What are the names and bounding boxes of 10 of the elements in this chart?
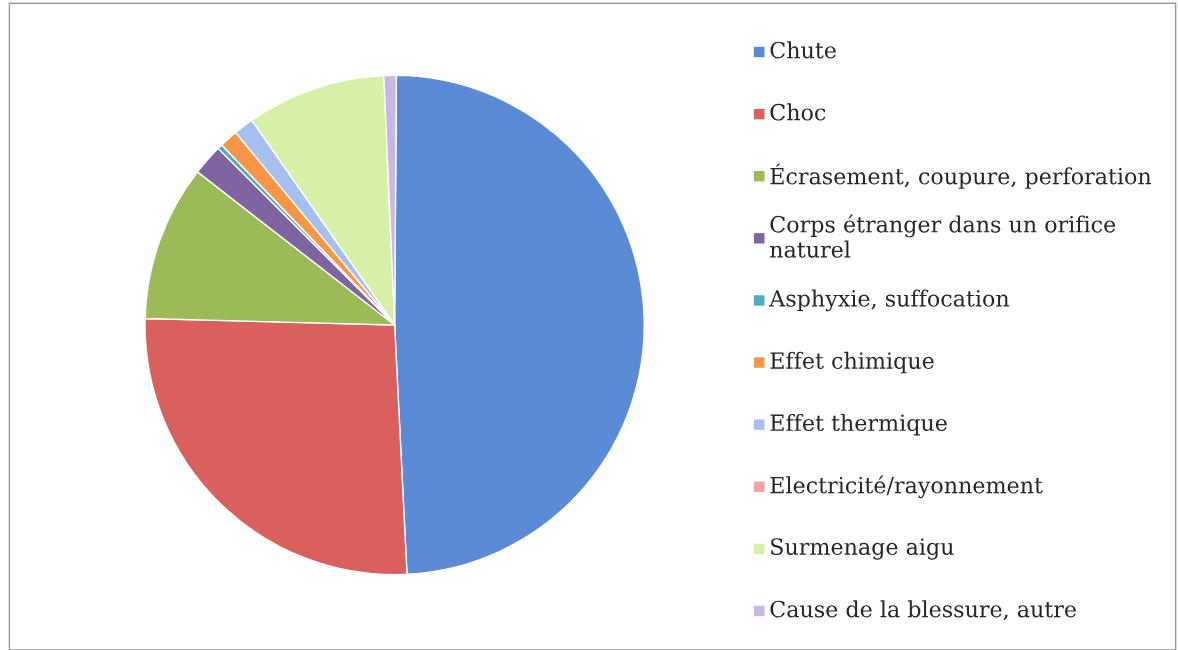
legend-label: Effet chimique [770, 351, 934, 374]
legend-label: Choc [770, 103, 826, 121]
legend-label: Electricité/rayonnement [770, 475, 1043, 499]
legend-label: Corps étranger dans un orifice naturel [770, 214, 1116, 258]
legend-label: Chute [770, 41, 836, 59]
legend-label: Surmenage aigu [771, 538, 954, 560]
legend-label: Cause de la blessure, autre [770, 600, 1076, 621]
legend-label: Écrasement, coupure, perforation [770, 163, 1152, 189]
legend-label: Asphyxie, suffocation [769, 289, 1010, 312]
legend-label: Effet thermique [770, 413, 947, 436]
